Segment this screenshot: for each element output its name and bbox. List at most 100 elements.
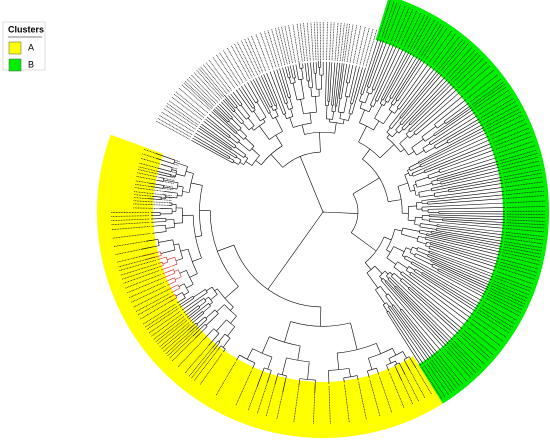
leaf-label — [352, 25, 362, 64]
branch — [339, 112, 342, 119]
branch — [380, 280, 385, 284]
branch — [339, 63, 345, 92]
branch — [440, 177, 459, 183]
branch — [351, 64, 354, 71]
branch — [409, 174, 413, 177]
branch — [171, 287, 180, 293]
branch — [223, 152, 230, 158]
branch — [234, 110, 244, 123]
branch — [440, 267, 488, 290]
branch — [411, 291, 459, 334]
branch — [315, 96, 317, 113]
branch — [319, 132, 321, 153]
branch — [389, 96, 392, 99]
branch — [267, 211, 324, 290]
branch — [222, 116, 229, 123]
branch — [337, 98, 341, 112]
branch — [430, 260, 448, 269]
branch — [351, 66, 360, 96]
branch — [388, 310, 400, 328]
branch — [181, 186, 184, 197]
branch — [409, 72, 440, 108]
branch — [182, 191, 190, 193]
branch — [235, 156, 238, 159]
branch — [443, 216, 505, 221]
branch — [403, 317, 434, 358]
branch — [374, 265, 383, 274]
branch — [393, 246, 405, 252]
leaf-label — [316, 22, 319, 61]
branch — [430, 243, 435, 246]
branch — [439, 170, 447, 173]
branch — [196, 311, 203, 317]
branch — [431, 263, 434, 267]
branch — [285, 102, 288, 104]
branch — [301, 124, 305, 135]
branch — [196, 307, 201, 311]
branch — [269, 336, 301, 347]
branch — [343, 96, 348, 113]
branch — [388, 52, 412, 94]
branch — [386, 131, 393, 138]
leaf-label — [344, 23, 351, 62]
branch — [383, 111, 393, 125]
branch — [392, 290, 445, 349]
branch — [253, 107, 256, 111]
branch — [359, 107, 370, 113]
cluster-band — [96, 134, 443, 439]
branch — [248, 97, 256, 108]
branch — [205, 313, 219, 326]
branch — [400, 107, 411, 119]
branch — [272, 115, 279, 119]
branch — [400, 273, 410, 282]
branch — [307, 67, 310, 81]
branch — [282, 78, 289, 98]
branch — [425, 129, 486, 161]
branch — [377, 44, 394, 83]
branch — [400, 148, 405, 153]
branch — [381, 98, 384, 101]
branch — [431, 232, 438, 235]
branch — [205, 118, 225, 134]
branch — [427, 254, 429, 257]
branch — [191, 318, 198, 324]
branch — [446, 153, 496, 171]
branch — [395, 93, 400, 100]
branch — [243, 84, 254, 100]
branch — [185, 171, 194, 174]
branch — [157, 258, 162, 260]
branch — [444, 273, 486, 295]
branch — [426, 190, 504, 201]
branch — [251, 155, 260, 166]
branch — [411, 261, 425, 270]
branch — [408, 126, 413, 131]
branch — [453, 169, 501, 182]
branch — [442, 264, 490, 286]
branch — [203, 120, 228, 140]
branch — [153, 231, 167, 234]
branch — [459, 219, 505, 223]
branch — [401, 60, 426, 96]
branch — [205, 289, 208, 293]
leaf-label — [163, 108, 196, 130]
branch — [368, 105, 373, 112]
branch — [438, 166, 448, 171]
leaf-label — [356, 26, 366, 64]
branch — [393, 261, 398, 268]
branch — [438, 268, 448, 274]
branch — [423, 167, 433, 172]
branch — [322, 211, 324, 213]
branch — [170, 175, 176, 178]
leaf-label — [303, 22, 308, 61]
leaf-label — [212, 56, 236, 89]
branch — [235, 100, 241, 107]
branch — [409, 272, 412, 275]
leaf-label — [196, 69, 223, 99]
branch — [198, 305, 201, 308]
branch — [218, 333, 226, 342]
branch — [193, 289, 206, 298]
branch — [347, 64, 350, 75]
branch — [426, 132, 487, 163]
branch — [284, 321, 291, 343]
branch — [426, 241, 431, 244]
